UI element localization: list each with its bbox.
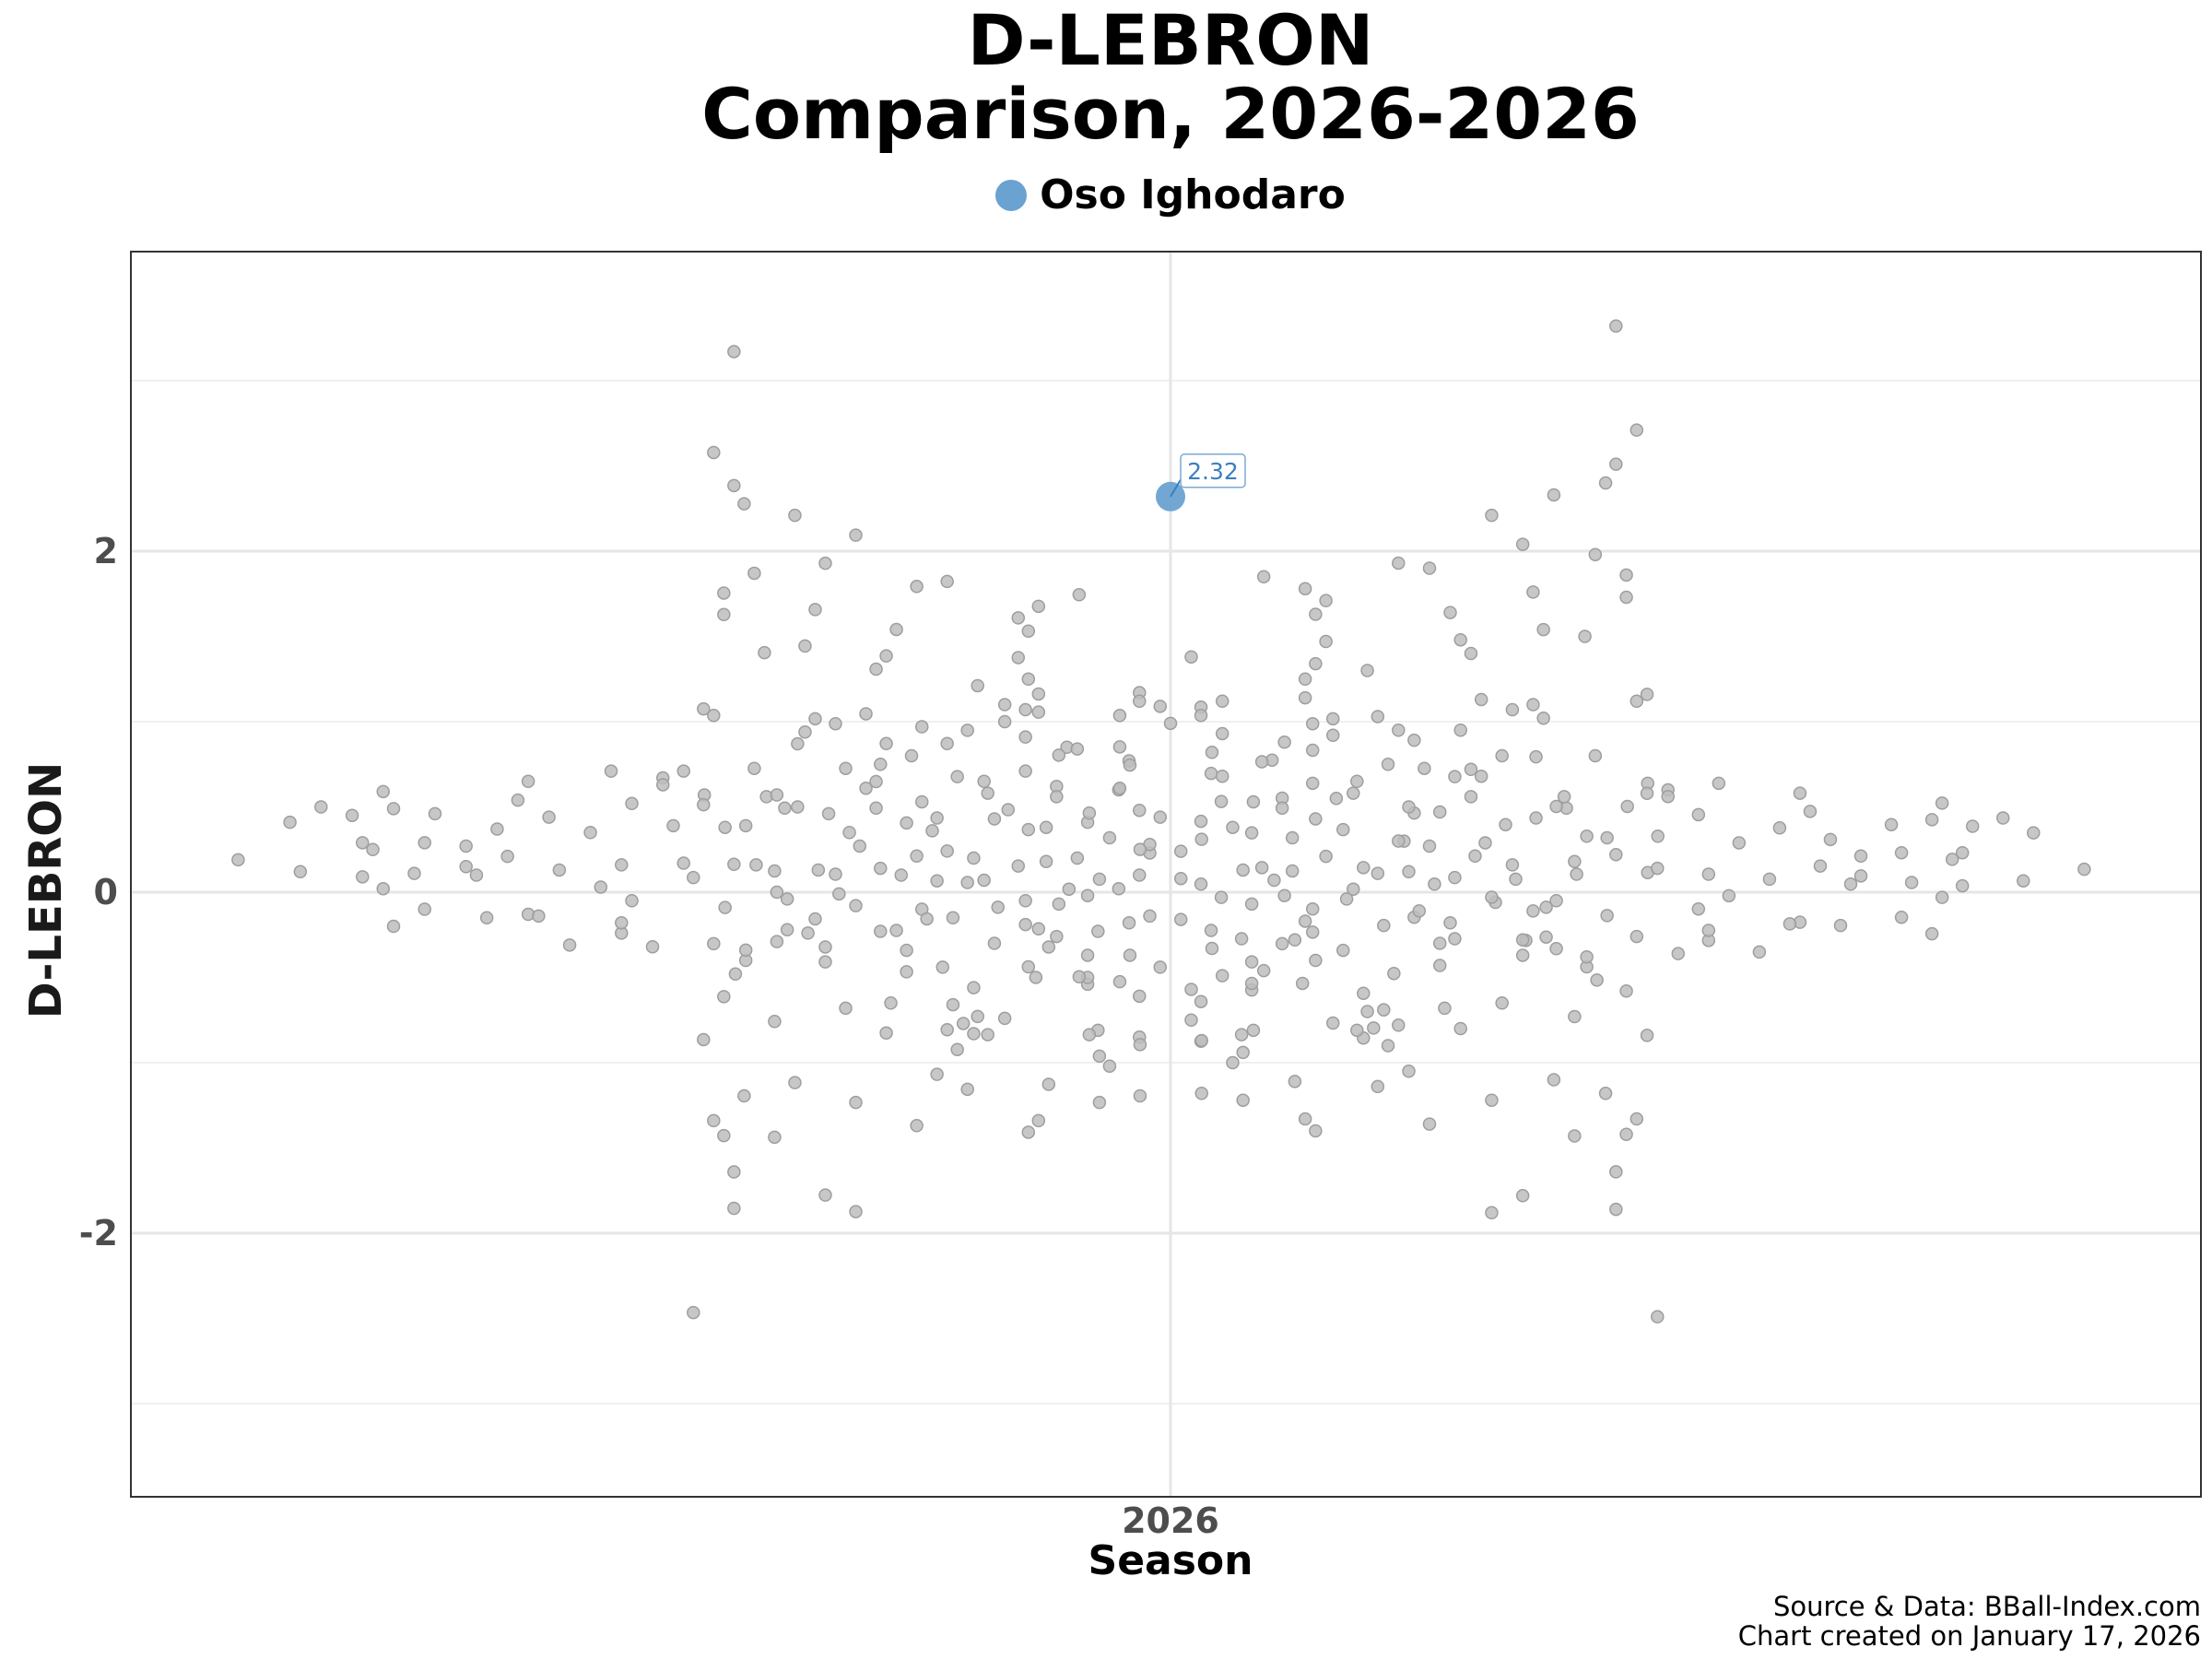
x-tick-2026: 2026 <box>1122 1500 1219 1541</box>
legend-marker-icon <box>995 179 1028 211</box>
highlight-point: 2.32 <box>1156 453 1246 512</box>
source-caption: Source & Data: BBall-Index.com <box>1772 1591 2201 1622</box>
y-tick-2: 2 <box>93 531 118 571</box>
legend-label: Oso Ighodaro <box>1040 171 1346 218</box>
scatter-plot: 2.32 <box>132 253 2200 1496</box>
gridlines <box>132 253 2200 1496</box>
chart-title-line2: Comparison, 2026-2026 <box>701 73 1640 155</box>
highlight-value-label: 2.32 <box>1187 458 1239 485</box>
chart-title-line1: D-LEBRON <box>967 0 1374 81</box>
created-date-caption: Chart created on January 17, 2026 <box>1737 1620 2201 1652</box>
league-points <box>231 319 2091 1324</box>
x-axis-label: Season <box>1088 1537 1253 1584</box>
plot-panel: 2.32 <box>130 251 2202 1498</box>
legend: Oso Ighodaro <box>0 171 2212 218</box>
y-tick-neg2: -2 <box>78 1213 118 1253</box>
y-tick-0: 0 <box>93 872 118 912</box>
